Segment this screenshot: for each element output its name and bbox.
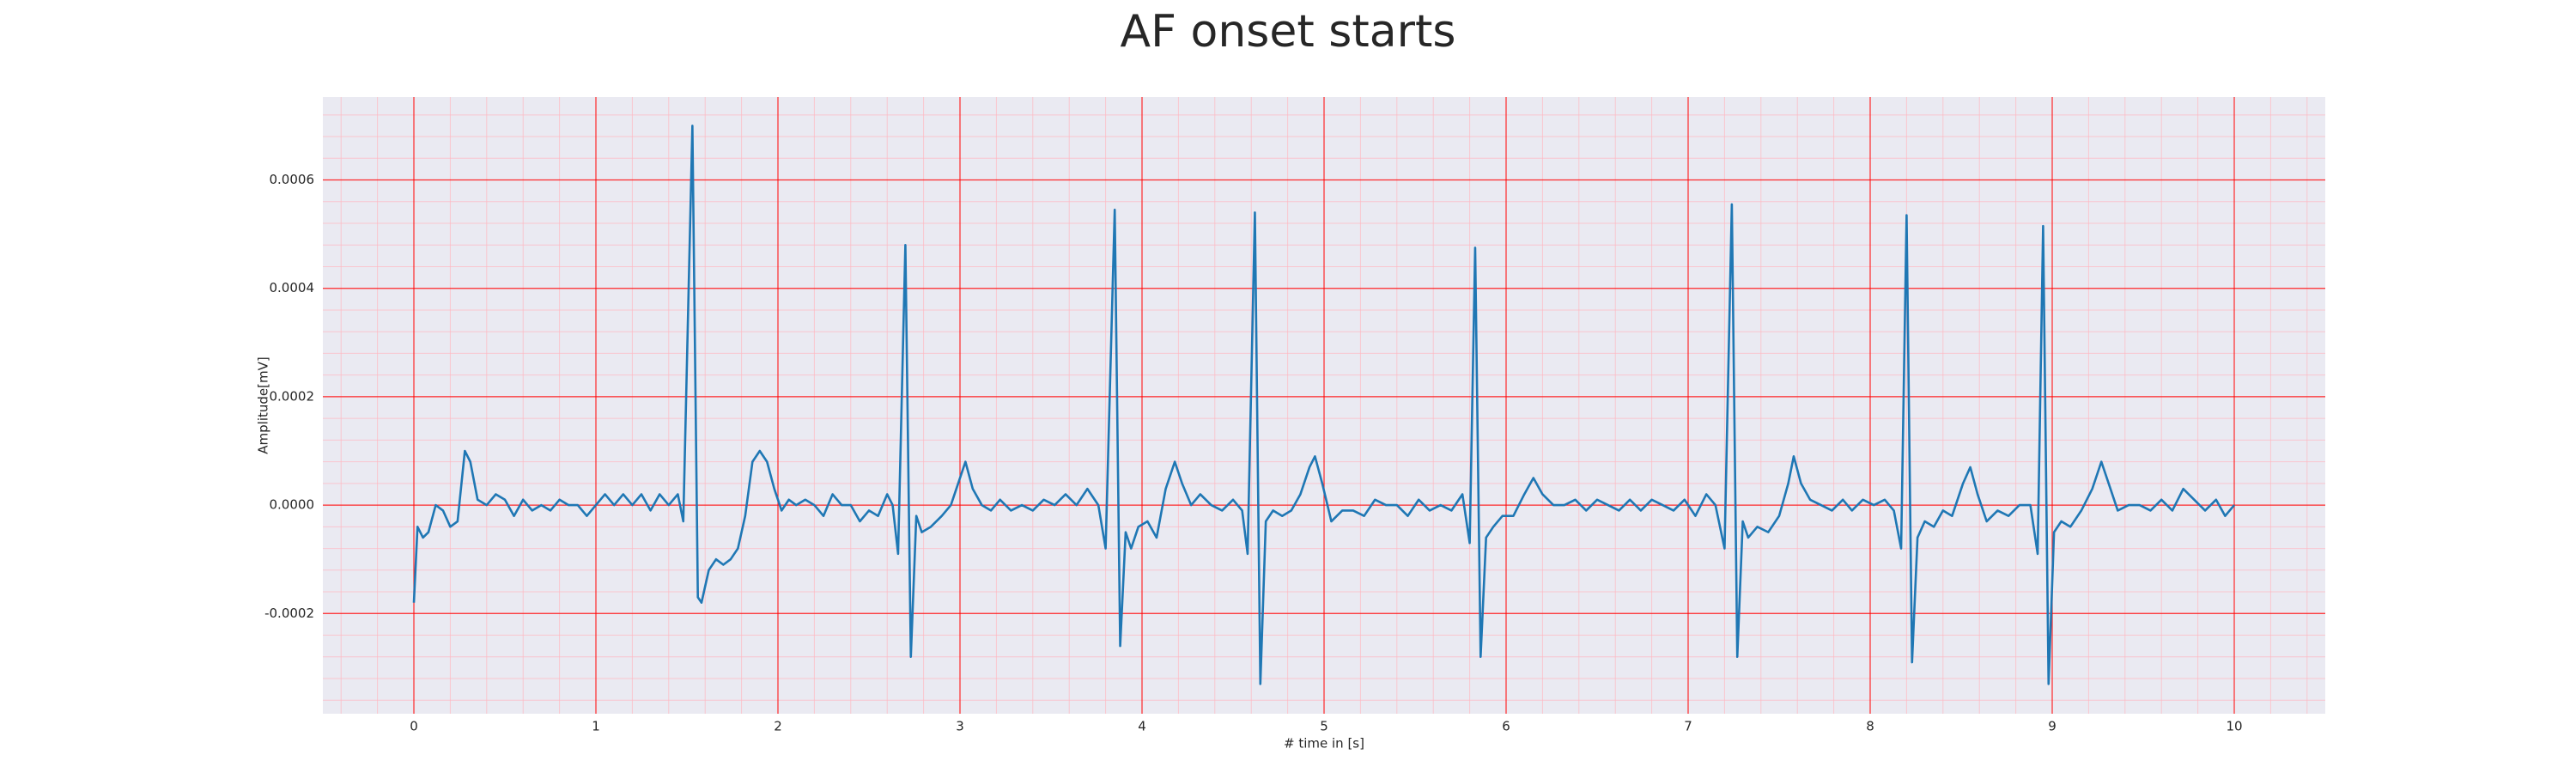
ecg-line <box>412 125 2235 685</box>
y-tick-label: 0.0004 <box>270 280 315 295</box>
x-tick-label: 2 <box>774 719 782 734</box>
x-tick-label: 0 <box>410 719 418 734</box>
y-tick-label: -0.0002 <box>264 606 314 621</box>
x-tick-label: 3 <box>956 719 964 734</box>
x-tick-label: 7 <box>1684 719 1692 734</box>
x-tick-label: 10 <box>2226 719 2242 734</box>
x-tick-label: 4 <box>1138 719 1146 734</box>
y-tick-label: 0.0002 <box>270 388 315 404</box>
x-tick-label: 1 <box>592 719 600 734</box>
x-tick-label: 6 <box>1502 719 1510 734</box>
y-tick-label: 0.0006 <box>270 172 315 187</box>
x-tick-label: 8 <box>1866 719 1874 734</box>
y-axis-label: Amplitude[mV] <box>256 356 271 453</box>
x-axis-label: # time in [s] <box>1284 736 1364 752</box>
chart-title: AF onset starts <box>1121 6 1456 58</box>
x-tick-label: 5 <box>1320 719 1328 734</box>
y-tick-label: 0.0000 <box>270 497 315 513</box>
x-tick-label: 9 <box>2048 719 2057 734</box>
